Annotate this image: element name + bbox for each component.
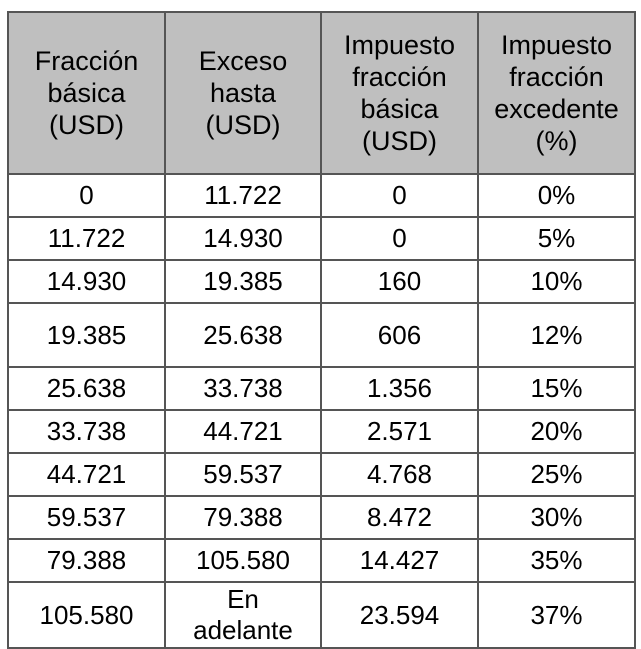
cell-impuesto-basica: 160	[320, 259, 479, 304]
cell-exceso-hasta: 14.930	[164, 216, 322, 261]
cell-exceso-hasta: 19.385	[164, 259, 322, 304]
cell-fraccion-basica: 11.722	[7, 216, 166, 261]
cell-exceso-hasta: 25.638	[164, 302, 322, 368]
cell-impuesto-basica: 1.356	[320, 366, 479, 411]
cell-exceso-hasta: 105.580	[164, 538, 322, 583]
table-row: 79.388 105.580 14.427 35%	[7, 538, 636, 583]
cell-impuesto-basica: 2.571	[320, 409, 479, 454]
cell-fraccion-basica: 44.721	[7, 452, 166, 497]
cell-exceso-hasta: 44.721	[164, 409, 322, 454]
cell-exceso-hasta: En adelante	[164, 581, 322, 649]
cell-fraccion-basica: 105.580	[7, 581, 166, 649]
table-row: 25.638 33.738 1.356 15%	[7, 366, 636, 411]
header-label: Fracción básica (USD)	[34, 46, 139, 140]
header-exceso-hasta: Exceso hasta (USD)	[164, 11, 322, 175]
table-row: 14.930 19.385 160 10%	[7, 259, 636, 304]
header-fraccion-basica: Fracción básica (USD)	[7, 11, 166, 175]
header-impuesto-fraccion-basica: Impuesto fracción básica (USD)	[320, 11, 479, 175]
cell-exceso-hasta: 11.722	[164, 173, 322, 218]
cell-exceso-hasta: 33.738	[164, 366, 322, 411]
header-label: Impuesto fracción básica (USD)	[343, 30, 456, 156]
cell-impuesto-basica: 4.768	[320, 452, 479, 497]
tax-bracket-table: Fracción básica (USD) Exceso hasta (USD)…	[7, 11, 636, 649]
cell-fraccion-basica: 79.388	[7, 538, 166, 583]
table-body: 0 11.722 0 0% 11.722 14.930 0 5% 14.930 …	[7, 173, 636, 649]
cell-impuesto-basica: 0	[320, 216, 479, 261]
cell-impuesto-basica: 8.472	[320, 495, 479, 540]
cell-fraccion-basica: 33.738	[7, 409, 166, 454]
cell-impuesto-excedente: 10%	[477, 259, 636, 304]
cell-impuesto-excedente: 20%	[477, 409, 636, 454]
cell-fraccion-basica: 25.638	[7, 366, 166, 411]
table-row: 105.580 En adelante 23.594 37%	[7, 581, 636, 649]
header-impuesto-fraccion-excedente: Impuesto fracción excedente (%)	[477, 11, 636, 175]
table-row: 19.385 25.638 606 12%	[7, 302, 636, 368]
cell-text: En adelante	[193, 584, 293, 645]
table-row: 33.738 44.721 2.571 20%	[7, 409, 636, 454]
cell-fraccion-basica: 59.537	[7, 495, 166, 540]
cell-impuesto-basica: 0	[320, 173, 479, 218]
table-row: 11.722 14.930 0 5%	[7, 216, 636, 261]
cell-impuesto-excedente: 25%	[477, 452, 636, 497]
header-label: Exceso hasta (USD)	[198, 46, 288, 140]
table-row: 0 11.722 0 0%	[7, 173, 636, 218]
cell-impuesto-excedente: 15%	[477, 366, 636, 411]
cell-impuesto-basica: 23.594	[320, 581, 479, 649]
table-row: 59.537 79.388 8.472 30%	[7, 495, 636, 540]
header-label: Impuesto fracción excedente (%)	[494, 30, 619, 156]
cell-impuesto-excedente: 37%	[477, 581, 636, 649]
cell-fraccion-basica: 19.385	[7, 302, 166, 368]
table-header: Fracción básica (USD) Exceso hasta (USD)…	[7, 11, 636, 175]
cell-impuesto-excedente: 30%	[477, 495, 636, 540]
cell-exceso-hasta: 59.537	[164, 452, 322, 497]
cell-impuesto-excedente: 0%	[477, 173, 636, 218]
table-row: 44.721 59.537 4.768 25%	[7, 452, 636, 497]
cell-impuesto-excedente: 35%	[477, 538, 636, 583]
cell-exceso-hasta: 79.388	[164, 495, 322, 540]
cell-impuesto-basica: 14.427	[320, 538, 479, 583]
cell-impuesto-excedente: 12%	[477, 302, 636, 368]
header-row: Fracción básica (USD) Exceso hasta (USD)…	[7, 11, 636, 175]
tax-table-container: Fracción básica (USD) Exceso hasta (USD)…	[7, 11, 636, 649]
cell-impuesto-excedente: 5%	[477, 216, 636, 261]
cell-impuesto-basica: 606	[320, 302, 479, 368]
cell-fraccion-basica: 0	[7, 173, 166, 218]
cell-fraccion-basica: 14.930	[7, 259, 166, 304]
